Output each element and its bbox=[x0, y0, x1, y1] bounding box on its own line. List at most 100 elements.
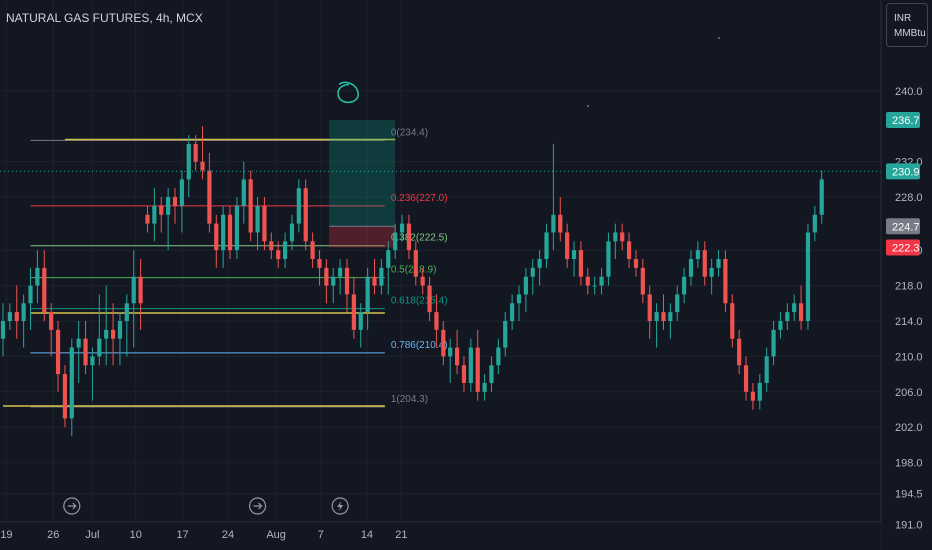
candle-body bbox=[0, 320, 6, 339]
candle-body bbox=[365, 276, 370, 313]
price-tick-label: 240.0 bbox=[895, 86, 923, 98]
candle-body bbox=[303, 188, 308, 242]
candle-body bbox=[358, 312, 363, 330]
candle-body bbox=[592, 285, 597, 287]
candle-body bbox=[785, 312, 790, 321]
fib-level-label: 0.382(222.5) bbox=[391, 233, 448, 244]
fibonacci-retracement[interactable]: 0(234.4) 0.236(227.0) 0.382(222.5) 0.5(218.… bbox=[30, 127, 448, 408]
fib-level-label: 0.236(227.0) bbox=[391, 193, 448, 204]
unit-label: MMBtu bbox=[894, 28, 926, 39]
candle-body bbox=[159, 205, 164, 215]
price-tick-label: 194.5 bbox=[895, 489, 923, 501]
fib-level-label: 0.5(218.9) bbox=[391, 265, 437, 276]
annotation-layer[interactable] bbox=[337, 37, 720, 107]
candle-body bbox=[510, 303, 515, 321]
candle-body bbox=[221, 214, 226, 251]
candle-body bbox=[200, 161, 205, 171]
time-axis-background bbox=[0, 522, 881, 550]
fib-level-label: 0.786(210.4) bbox=[391, 340, 448, 351]
candle-body bbox=[565, 232, 570, 260]
candle-body bbox=[420, 276, 425, 286]
candle-body bbox=[475, 347, 480, 392]
arrow-icon bbox=[67, 502, 77, 510]
price-tick-label: 191.0 bbox=[895, 520, 923, 532]
time-tick-label: 17 bbox=[176, 529, 188, 541]
candle-body bbox=[28, 285, 33, 304]
candle-body bbox=[461, 365, 467, 383]
price-axis-background bbox=[881, 0, 932, 550]
candle-body bbox=[454, 347, 460, 366]
long-position-tool[interactable] bbox=[329, 120, 396, 248]
price-label-text: 230.9 bbox=[892, 166, 920, 178]
candle-body bbox=[255, 205, 260, 233]
time-tick-label: 24 bbox=[222, 529, 234, 541]
candle-body bbox=[117, 320, 123, 339]
candle-body bbox=[668, 312, 673, 321]
candle-body bbox=[90, 356, 95, 366]
currency-unit-box[interactable]: INR MMBtu bbox=[886, 3, 928, 47]
candle-body bbox=[427, 285, 432, 313]
candle-body bbox=[193, 143, 198, 162]
candle-body bbox=[399, 223, 405, 233]
time-tick-label: 26 bbox=[47, 529, 59, 541]
candle-body bbox=[757, 382, 762, 401]
candle-body bbox=[110, 329, 116, 339]
candle-body bbox=[558, 214, 563, 233]
candle-body bbox=[482, 382, 487, 392]
stop-zone bbox=[329, 226, 396, 248]
price-label-badge bbox=[886, 239, 920, 256]
price-tick-label: 228.0 bbox=[895, 192, 923, 204]
hand-drawn-circle bbox=[337, 81, 359, 104]
candle-body bbox=[626, 241, 632, 260]
candle-body bbox=[317, 259, 322, 268]
candle-body bbox=[351, 294, 356, 330]
candle-body bbox=[83, 338, 88, 366]
price-tick-label: 206.0 bbox=[895, 387, 923, 399]
symbol-title[interactable]: NATURAL GAS FUTURES, 4h, MCX bbox=[6, 11, 203, 25]
candle-body bbox=[764, 356, 769, 383]
candle-body bbox=[69, 347, 74, 419]
candle-body bbox=[723, 259, 728, 304]
price-tick-label: 210.0 bbox=[895, 351, 923, 363]
annotation-dot bbox=[718, 37, 720, 39]
time-tick-label: 10 bbox=[130, 529, 142, 541]
candle-body bbox=[489, 365, 494, 383]
candle-body bbox=[124, 303, 129, 321]
time-tick-label: 14 bbox=[361, 529, 373, 541]
currency-label: INR bbox=[894, 13, 912, 24]
candle-body bbox=[537, 259, 542, 268]
candle-body bbox=[523, 276, 528, 295]
candle-body bbox=[585, 276, 590, 286]
candle-body bbox=[207, 170, 212, 224]
candle-body bbox=[737, 338, 742, 366]
time-tick-label: 21 bbox=[395, 529, 407, 541]
candle-body bbox=[76, 338, 81, 348]
candle-body bbox=[282, 241, 288, 260]
candle-body bbox=[805, 232, 811, 321]
candle-body bbox=[544, 232, 549, 260]
price-axis[interactable]: 191.0 194.5 198.0 202.0 206.0 210.0 214.0 218.0… bbox=[880, 0, 932, 550]
candle-body bbox=[62, 374, 68, 419]
candle-body bbox=[145, 214, 150, 224]
candle-body bbox=[812, 214, 817, 233]
event-markers[interactable] bbox=[63, 497, 349, 515]
annotation-dot bbox=[587, 105, 589, 107]
time-axis[interactable]: 19 26 Jul 10 17 24 Aug 7 14 21 bbox=[0, 521, 881, 550]
candle-body bbox=[468, 347, 473, 383]
price-tick-label: 214.0 bbox=[895, 316, 923, 328]
candle-body bbox=[289, 223, 295, 242]
candle-body bbox=[131, 276, 136, 304]
candle-body bbox=[606, 241, 611, 277]
candle-body bbox=[578, 250, 584, 277]
candle-body bbox=[441, 329, 446, 357]
candle-body bbox=[42, 267, 47, 313]
candle-body bbox=[186, 143, 191, 180]
candle-body bbox=[496, 347, 501, 366]
candle-body bbox=[97, 338, 102, 357]
candle-body bbox=[276, 250, 281, 260]
price-tick-label: 198.0 bbox=[895, 458, 923, 470]
fib-level-label: 0(234.4) bbox=[391, 127, 428, 138]
